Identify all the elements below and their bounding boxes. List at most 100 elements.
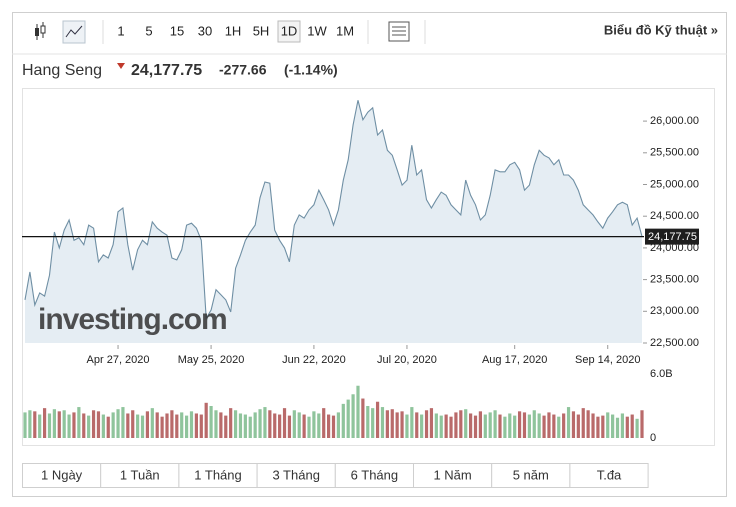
range-button-label[interactable]: 1 Tuần <box>120 467 160 482</box>
range-button-label[interactable]: 1 Năm <box>433 467 471 482</box>
volume-bar <box>366 406 370 438</box>
table-icon[interactable] <box>388 21 410 42</box>
volume-bar <box>170 410 174 438</box>
volume-bar <box>327 414 331 438</box>
y-tick-label: 24,500.00 <box>650 210 699 222</box>
volume-bar <box>415 412 419 438</box>
volume-bar <box>513 415 517 438</box>
volume-bar <box>586 410 590 438</box>
volume-bar <box>571 411 576 438</box>
volume-bar <box>542 415 546 438</box>
volume-bar <box>72 412 76 438</box>
change: -277.66 <box>219 62 267 78</box>
range-button[interactable]: 1 Ngày <box>22 463 102 488</box>
volume-bar <box>243 414 247 438</box>
volume-bar <box>42 408 47 438</box>
range-button-label[interactable]: 1 Ngày <box>41 467 83 482</box>
volume-bar <box>263 407 267 438</box>
interval-button[interactable]: 1H <box>225 23 242 38</box>
line-icon[interactable] <box>62 20 86 44</box>
volume-bar <box>351 394 355 438</box>
volume-bar <box>591 413 595 438</box>
volume-bar <box>91 410 96 438</box>
volume-bar <box>439 415 443 438</box>
x-tick-label: Apr 27, 2020 <box>87 354 150 366</box>
volume-bar <box>28 410 32 438</box>
volume-bar <box>312 411 316 438</box>
volume-bar <box>87 415 91 438</box>
range-button-label[interactable]: 1 Tháng <box>194 467 241 482</box>
range-button[interactable]: 1 Tháng <box>178 463 258 488</box>
volume-bar <box>23 412 27 438</box>
interval-button[interactable]: 30 <box>198 23 212 38</box>
range-button-label[interactable]: 3 Tháng <box>272 467 319 482</box>
last-price-label: 24,177.75 <box>648 231 697 243</box>
range-button-label[interactable]: T.đa <box>597 467 622 482</box>
volume-bar <box>204 402 208 438</box>
range-button[interactable]: 3 Tháng <box>256 463 336 488</box>
volume-bar <box>317 413 321 438</box>
volume-bar <box>625 416 629 438</box>
volume-bar <box>606 412 610 438</box>
volume-bar <box>341 403 345 438</box>
volume-bar <box>390 409 394 438</box>
technical-chart-link[interactable]: Biểu đồ Kỹ thuật » <box>604 22 718 37</box>
y-tick-label: 25,000.00 <box>650 178 699 190</box>
interval-button[interactable]: 5 <box>145 23 152 38</box>
volume-bar <box>488 412 492 438</box>
volume-bar <box>101 414 105 438</box>
volume-bar <box>121 407 125 438</box>
interval-button[interactable]: 1D <box>281 23 298 38</box>
range-button[interactable]: T.đa <box>569 463 649 488</box>
volume-bar <box>498 414 502 438</box>
range-button-box <box>100 463 180 488</box>
y-tick-label: 25,500.00 <box>650 147 699 159</box>
interval-button[interactable]: 15 <box>170 23 184 38</box>
volume-bar <box>224 415 228 438</box>
volume-bar <box>640 410 644 438</box>
volume-bar <box>282 408 287 438</box>
volume-bar <box>508 413 512 438</box>
x-tick-label: Aug 17, 2020 <box>482 354 547 366</box>
interval-button[interactable]: 1M <box>336 23 354 38</box>
change-percent: (-1.14%) <box>284 62 338 78</box>
interval-button[interactable]: 1W <box>307 23 327 38</box>
volume-bar <box>375 401 380 438</box>
range-button-box <box>334 463 414 488</box>
interval-button[interactable]: 1 <box>117 23 124 38</box>
range-button-box <box>178 463 258 488</box>
x-tick-label: Jun 22, 2020 <box>282 354 346 366</box>
volume-bar <box>356 385 360 438</box>
volume-bar <box>620 413 625 438</box>
price-line <box>24 100 643 321</box>
volume-bar <box>395 412 399 438</box>
candle-icon[interactable] <box>35 22 46 40</box>
range-button[interactable]: 6 Tháng <box>334 463 414 488</box>
volume-bar <box>131 410 135 438</box>
volume-bar <box>258 409 262 438</box>
volume-bar <box>233 410 238 438</box>
selected-interval-box <box>277 20 301 43</box>
volume-bar <box>116 409 120 438</box>
range-button-label[interactable]: 6 Tháng <box>351 467 398 482</box>
range-button-label[interactable]: 5 năm <box>513 467 549 482</box>
volume-bar <box>194 413 198 438</box>
volume-bar <box>547 412 551 438</box>
y-tick-label: 23,000.00 <box>650 305 699 317</box>
range-button[interactable]: 1 Tuần <box>100 463 180 488</box>
interval-button[interactable]: 5H <box>253 23 270 38</box>
volume-bar <box>596 416 600 438</box>
volume-bar <box>322 408 326 438</box>
volume-tick-label: 6.0B <box>650 368 673 380</box>
volume-bar <box>180 412 184 438</box>
volume-bar <box>581 408 585 438</box>
range-button[interactable]: 5 năm <box>491 463 571 488</box>
volume-bar <box>444 414 448 438</box>
volume-bar <box>33 411 37 438</box>
volume-bar <box>165 413 169 438</box>
volume-bar <box>527 414 531 438</box>
volume-bar <box>380 407 385 438</box>
range-button[interactable]: 1 Năm <box>413 463 493 488</box>
volume-bar <box>537 413 541 438</box>
volume-bar <box>106 416 110 438</box>
